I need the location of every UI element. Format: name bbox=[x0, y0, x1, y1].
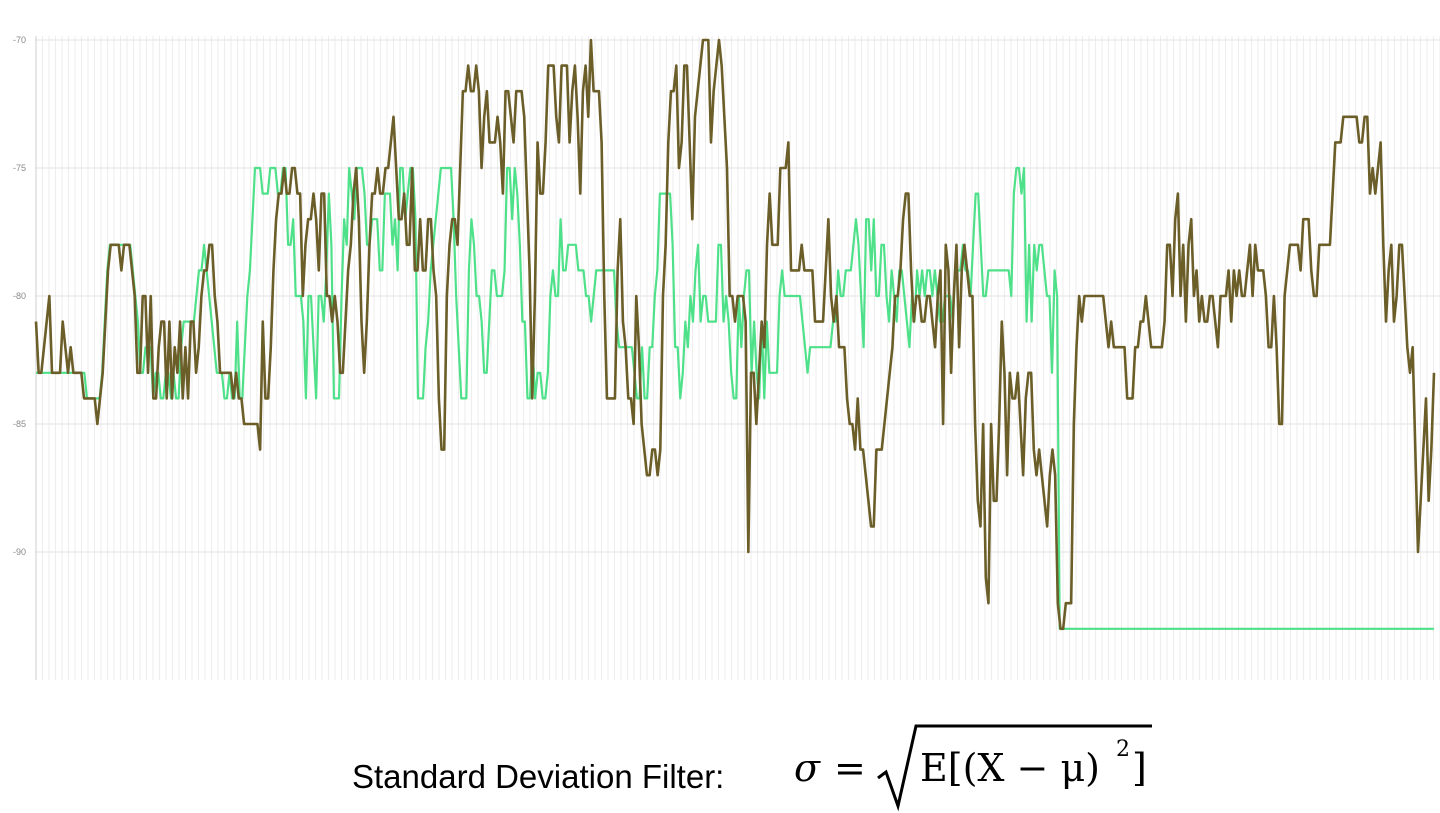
series-line-green bbox=[36, 166, 1434, 630]
series-layer bbox=[34, 38, 1436, 631]
std-dev-formula: σ = E[(X − μ) 2 ] bbox=[794, 724, 1152, 812]
formula-exponent: 2 bbox=[1116, 737, 1130, 762]
series-line-dark bbox=[34, 38, 1436, 631]
square-root-sign bbox=[877, 724, 1152, 812]
formula-close: ] bbox=[1132, 746, 1147, 790]
y-tick-label: -75 bbox=[13, 163, 26, 173]
caption-text: Standard Deviation Filter: bbox=[352, 758, 725, 795]
y-axis-tick-labels: -70 -75 -80 -85 -90 bbox=[13, 35, 26, 557]
y-tick-label: -90 bbox=[13, 547, 26, 557]
caption: Standard Deviation Filter: σ = E[(X − μ)… bbox=[0, 712, 1440, 812]
line-chart: -70 -75 -80 -85 -90 bbox=[13, 35, 1440, 680]
y-tick-label: -80 bbox=[13, 291, 26, 301]
y-tick-label: -70 bbox=[13, 35, 26, 45]
formula-body: E[(X − μ) bbox=[920, 746, 1100, 790]
formula-sigma: σ bbox=[794, 746, 821, 790]
formula-equals: = bbox=[834, 746, 866, 790]
y-tick-label: -85 bbox=[13, 419, 26, 429]
